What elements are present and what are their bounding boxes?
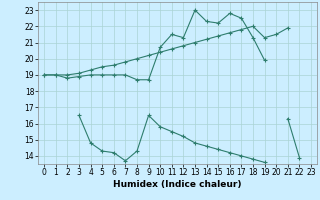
X-axis label: Humidex (Indice chaleur): Humidex (Indice chaleur) xyxy=(113,180,242,189)
